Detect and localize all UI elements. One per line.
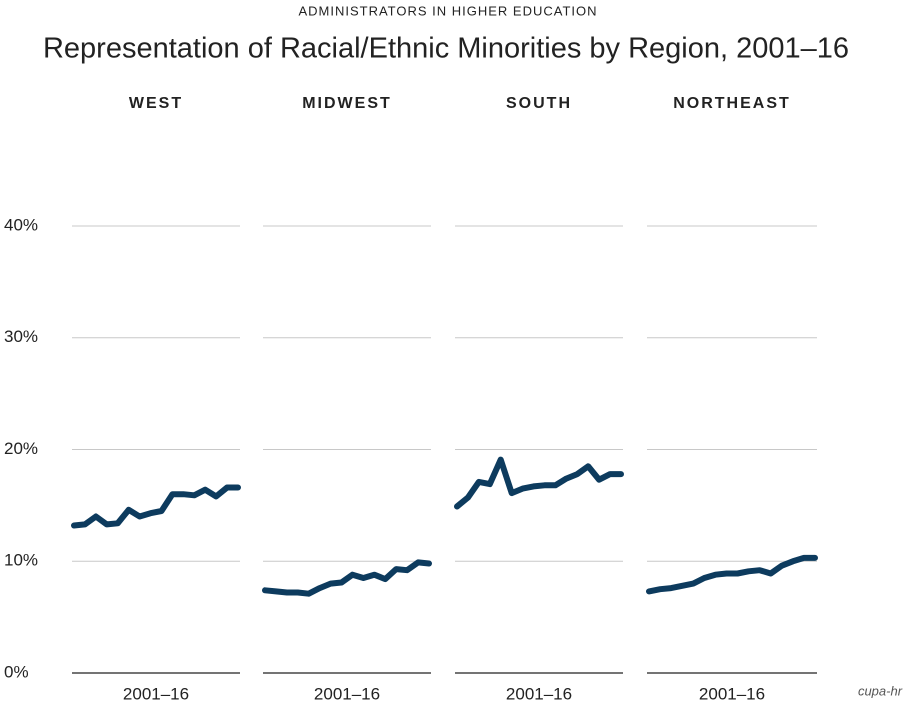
y-tick-label: 10%	[4, 551, 38, 570]
x-axis-label: 2001–16	[506, 684, 572, 703]
y-tick-label: 40%	[4, 215, 38, 234]
panel-title: WEST	[129, 95, 183, 112]
y-tick-label: 0%	[4, 662, 29, 681]
x-axis-label: 2001–16	[123, 684, 189, 703]
x-axis-label: 2001–16	[699, 684, 765, 703]
panel-title: MIDWEST	[302, 95, 392, 112]
series-line	[262, 559, 432, 597]
x-axis-label: 2001–16	[314, 684, 380, 703]
chart-title: Representation of Racial/Ethnic Minoriti…	[43, 33, 849, 65]
y-tick-label: 30%	[4, 327, 38, 346]
series-line	[454, 456, 624, 510]
chart-subtitle: ADMINISTRATORS IN HIGHER EDUCATION	[298, 3, 597, 18]
logo: cupa-hr	[858, 683, 903, 698]
panel-title: SOUTH	[506, 95, 572, 112]
series-line	[646, 554, 818, 595]
series-line	[71, 484, 241, 529]
y-tick-label: 20%	[4, 439, 38, 458]
panel-title: NORTHEAST	[673, 95, 791, 112]
